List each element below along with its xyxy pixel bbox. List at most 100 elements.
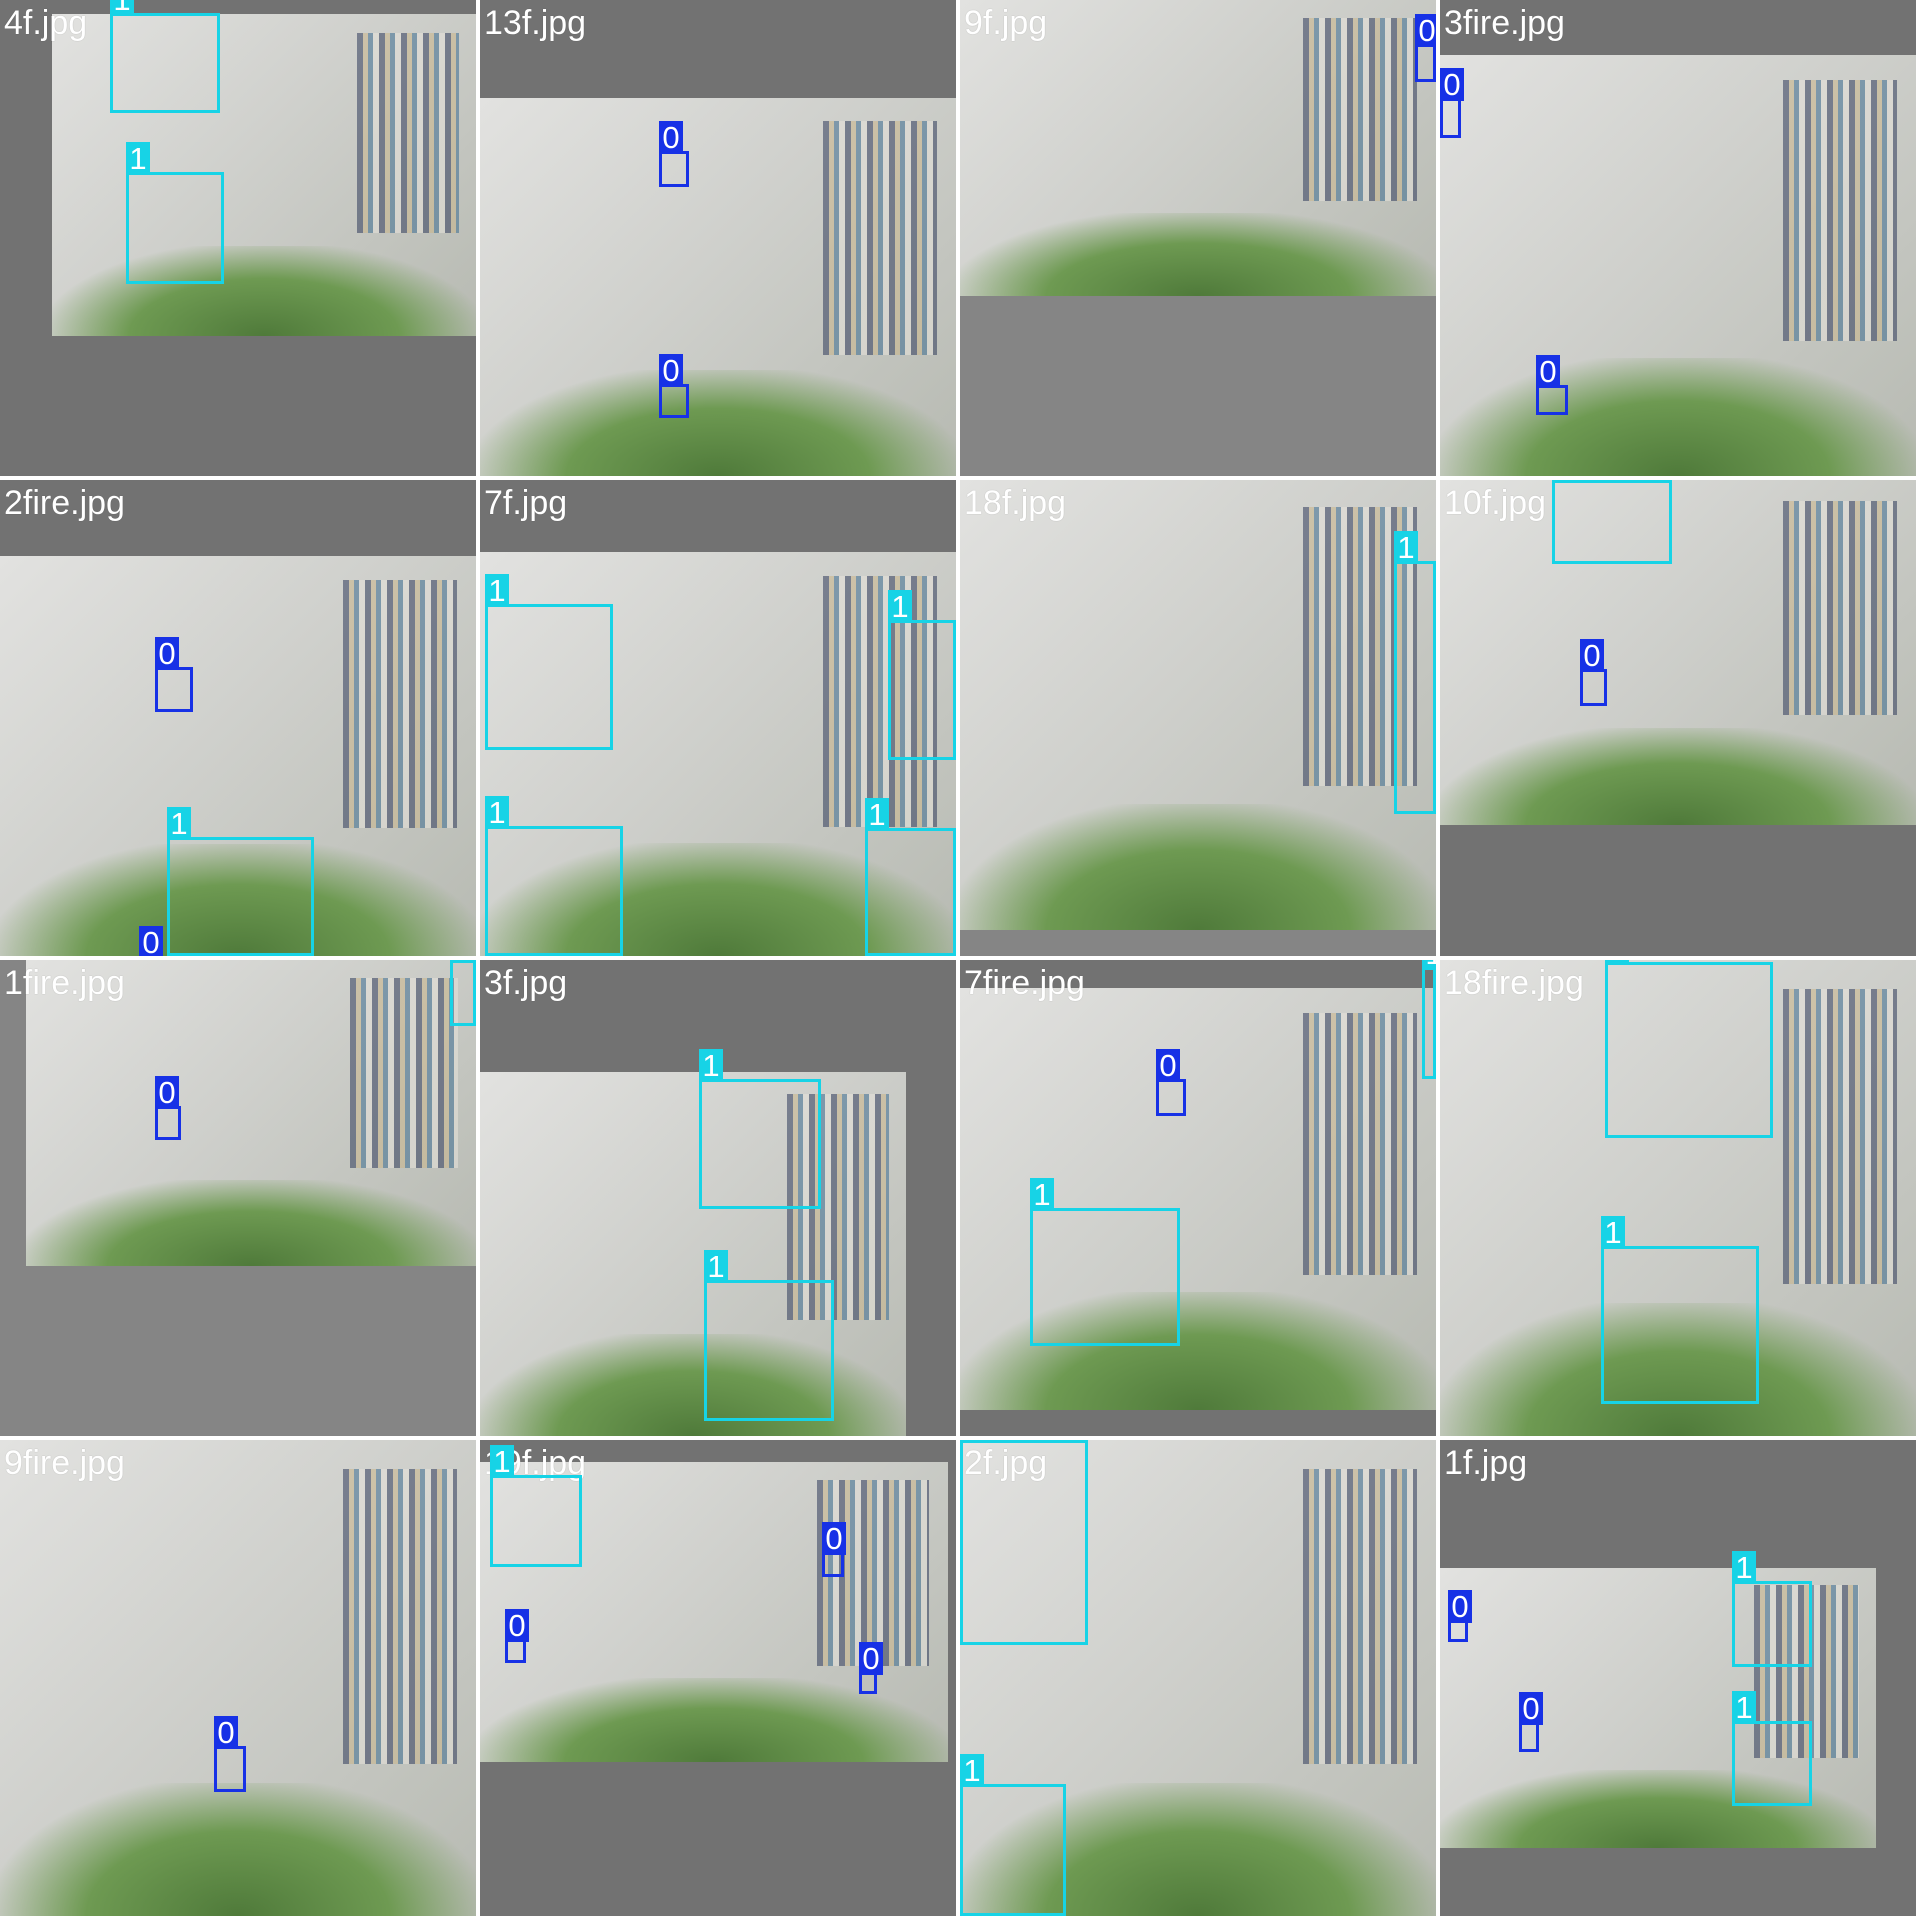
class-label: 1 — [704, 1250, 728, 1283]
class-label: 0 — [1580, 639, 1604, 672]
class-label: 1 — [1732, 1691, 1756, 1724]
class-label: 1 — [699, 1049, 723, 1082]
face-box: 1 — [960, 1754, 1066, 1916]
face-box: 1 — [704, 1250, 834, 1421]
face-box: 1 — [888, 590, 956, 760]
tile-photo — [1440, 960, 1916, 1436]
tile-photo — [480, 552, 956, 956]
face-box: 1 — [490, 1445, 582, 1567]
lighter-box: 0 — [1448, 1590, 1472, 1642]
tile-3f: 3f.jpg 1 1 — [480, 960, 956, 1436]
lighter-box: 0 — [1440, 68, 1464, 138]
tile-4f: 4f.jpg 1 1 — [0, 0, 476, 476]
lighter-box: 0 — [1156, 1049, 1186, 1116]
class-label: 1 — [1394, 531, 1418, 564]
tile-filename: 3f.jpg — [484, 964, 568, 1002]
lighter-box: 0 — [155, 637, 193, 712]
class-label: 0 — [1536, 355, 1560, 388]
lighter-box: 0 — [822, 1522, 846, 1577]
class-label: 0 — [1440, 68, 1464, 101]
tile-photo — [480, 1072, 906, 1436]
tile-10f: 10f.jpg 1 0 — [1440, 480, 1916, 956]
face-box: 1 — [960, 1440, 1088, 1645]
tile-3fire: 3fire.jpg 0 0 — [1440, 0, 1916, 476]
class-label: 0 — [155, 1076, 179, 1109]
class-label: 1 — [450, 960, 474, 963]
class-label: 0 — [659, 121, 683, 154]
tile-photo — [960, 0, 1436, 296]
tile-filename: 3fire.jpg — [1444, 4, 1565, 42]
tile-photo — [1440, 1568, 1876, 1848]
face-box: 1 — [1422, 960, 1436, 1079]
class-label: 0 — [859, 1642, 883, 1675]
class-label: 1 — [110, 0, 134, 16]
face-box: 1 — [1601, 1216, 1759, 1404]
class-label: 1 — [960, 1440, 984, 1443]
tile-filename: 9fire.jpg — [4, 1444, 125, 1482]
tile-7f: 7f.jpg 1 1 1 1 — [480, 480, 956, 956]
face-box: 1 — [485, 796, 623, 956]
lighter-box: 0 — [155, 1076, 181, 1140]
class-label: 1 — [485, 796, 509, 829]
face-box: 1 — [1552, 480, 1672, 564]
lighter-box: 0 — [1519, 1692, 1543, 1752]
tile-photo — [1440, 55, 1916, 476]
lighter-box: 0 — [659, 354, 689, 418]
face-box: 1 — [1732, 1691, 1812, 1806]
tile-photo — [0, 556, 476, 956]
class-label: 1 — [490, 1445, 514, 1478]
tile-photo — [480, 98, 956, 476]
lighter-box: 0 — [659, 121, 689, 187]
class-label: 0 — [659, 354, 683, 387]
class-label: 0 — [139, 926, 163, 956]
class-label: 1 — [960, 1754, 984, 1787]
face-box: 1 — [1030, 1178, 1180, 1346]
class-label: 1 — [865, 798, 889, 831]
face-box: 1 — [1605, 960, 1773, 1138]
tile-9fire: 9fire.jpg 0 — [0, 1440, 476, 1916]
lighter-box: 0 — [505, 1609, 529, 1663]
tile-2f: 2f.jpg 1 1 — [960, 1440, 1436, 1916]
face-box: 1 — [167, 807, 314, 956]
class-label: 0 — [1519, 1692, 1543, 1725]
tile-7fire: 7fire.jpg 1 0 1 — [960, 960, 1436, 1436]
face-box: 1 — [450, 960, 476, 1026]
class-label: 1 — [1605, 960, 1629, 965]
class-label: 0 — [1156, 1049, 1180, 1082]
tile-filename: 13f.jpg — [484, 4, 587, 42]
class-label: 0 — [1448, 1590, 1472, 1623]
class-label: 0 — [155, 637, 179, 670]
class-label: 1 — [126, 142, 150, 175]
tile-2fire: 2fire.jpg 0 1 0 — [0, 480, 476, 956]
tile-filename: 7f.jpg — [484, 484, 568, 522]
tile-18f: 18f.jpg 1 — [960, 480, 1436, 956]
class-label: 1 — [888, 590, 912, 623]
tile-1f: 1f.jpg 0 1 0 1 — [1440, 1440, 1916, 1916]
tile-filename: 9f.jpg — [964, 4, 1048, 42]
tile-filename: 2f.jpg — [964, 1444, 1048, 1482]
tile-18fire: 18fire.jpg 1 1 — [1440, 960, 1916, 1436]
class-label: 1 — [1030, 1178, 1054, 1211]
tile-13f: 13f.jpg 0 0 — [480, 0, 956, 476]
tile-1fire: 1fire.jpg 1 0 — [0, 960, 476, 1436]
tile-photo — [26, 960, 476, 1266]
lighter-box: 0 — [214, 1716, 246, 1792]
tile-filename: 1fire.jpg — [4, 964, 125, 1002]
class-label: 1 — [485, 574, 509, 607]
tile-filename: 2fire.jpg — [4, 484, 125, 522]
tile-photo — [960, 480, 1436, 930]
tile-filename: 18fire.jpg — [1444, 964, 1584, 1002]
face-box: 1 — [1732, 1551, 1812, 1667]
face-box: 1 — [110, 0, 220, 113]
class-label: 0 — [822, 1522, 846, 1555]
lighter-box: 0 — [859, 1642, 883, 1694]
face-box: 1 — [699, 1049, 821, 1209]
tile-19f: 19f.jpg 1 0 0 0 — [480, 1440, 956, 1916]
class-label: 0 — [1415, 14, 1436, 47]
tile-photo — [1440, 480, 1916, 825]
face-box: 1 — [1394, 531, 1436, 814]
tile-filename: 18f.jpg — [964, 484, 1067, 522]
class-label: 1 — [167, 807, 191, 840]
class-label: 1 — [1732, 1551, 1756, 1584]
tile-photo — [480, 1462, 948, 1762]
